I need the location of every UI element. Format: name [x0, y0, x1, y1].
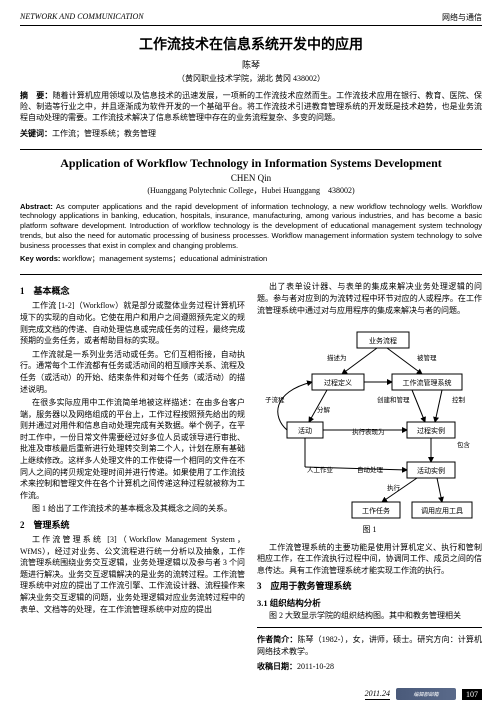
keywords-text-en: workflow；management systems；educational …: [60, 254, 267, 263]
svg-text:活动实例: 活动实例: [417, 466, 445, 475]
header-right: 网络与通信: [442, 12, 482, 23]
s1-p2: 工作流就是一系列业务活动或任务。它们互相衔接，自动执行。通常每个工作流都有任务或…: [20, 349, 245, 395]
svg-text:创建和管理: 创建和管理: [377, 395, 410, 404]
keywords-label-cn: 关键词：: [20, 129, 52, 138]
figure-1-caption: 图 1: [257, 524, 482, 536]
section-1-title: 1 基本概念: [20, 285, 245, 298]
header-left: NETWORK AND COMMUNICATION: [20, 12, 144, 23]
right-column: 出了表单设计器、与表单的集成来解决业务处理逻辑的问题。参与者对应到的为流转过程中…: [257, 281, 482, 672]
title-english: Application of Workflow Technology in In…: [20, 156, 482, 171]
s1-p4: 图 1 给出了工作流技术的基本概念及其概念之间的关系。: [20, 503, 245, 515]
figure-1-svg: 业务流程过程定义 工作流管理系统活动 过程实例活动实例工作任务 调用应用工具 描述为 被…: [257, 322, 477, 522]
page-footer: 2011.24 编辑部邮箱 107: [365, 688, 482, 700]
svg-text:工作流管理系统: 工作流管理系统: [403, 378, 452, 387]
footer-year: 2011.24: [365, 689, 390, 700]
divider: [20, 149, 482, 150]
svg-text:人工作业: 人工作业: [307, 465, 334, 474]
affiliation-chinese: （黄冈职业技术学院，湖北 黄冈 438002）: [20, 73, 482, 84]
svg-text:执行表现为: 执行表现为: [352, 427, 385, 436]
abstract-text-en: As computer applications and the rapid d…: [20, 202, 482, 250]
svg-text:子流程: 子流程: [265, 395, 285, 404]
section-3-title: 3 应用于教务管理系统: [257, 580, 482, 593]
svg-text:被管理: 被管理: [417, 353, 437, 362]
abstract-english: Abstract: As computer applications and t…: [20, 202, 482, 251]
svg-text:调用应用工具: 调用应用工具: [421, 506, 463, 515]
author-info-label: 作者简介：: [257, 635, 297, 644]
svg-text:分解: 分解: [317, 405, 331, 414]
svg-text:业务流程: 业务流程: [369, 336, 397, 345]
recv-label: 收稿日期：: [257, 662, 297, 671]
svg-text:描述为: 描述为: [327, 353, 347, 362]
left-column: 1 基本概念 工作流 [1-2]（Workflow）就是部分或整体业务过程计算机…: [20, 281, 245, 672]
section-2-title: 2 管理系统: [20, 519, 245, 532]
author-divider: [257, 627, 482, 628]
abstract-label-cn: 摘 要：: [20, 91, 52, 100]
receive-date: 收稿日期：2011-10-28: [257, 661, 482, 672]
abstract-label-en: Abstract:: [20, 202, 53, 211]
author-english: CHEN Qin: [20, 173, 482, 183]
title-chinese: 工作流技术在信息系统开发中的应用: [20, 34, 482, 54]
body-columns: 1 基本概念 工作流 [1-2]（Workflow）就是部分或整体业务过程计算机…: [20, 281, 482, 672]
keywords-chinese: 关键词：工作流；管理系统；教务管理: [20, 128, 482, 139]
keywords-text-cn: 工作流；管理系统；教务管理: [52, 129, 156, 138]
r1-p2: 工作流管理系统的主要功能是使用计算机定义、执行和管制相应工作，在工作流执行过程中…: [257, 542, 482, 577]
svg-text:执行: 执行: [387, 483, 401, 492]
author-chinese: 陈琴: [20, 58, 482, 71]
svg-text:控制: 控制: [452, 395, 466, 404]
footer-logo: 编辑部邮箱: [396, 688, 456, 700]
svg-text:自动处理: 自动处理: [357, 465, 384, 474]
s2-p1: 工作流管理系统 [3]（Workflow Management System，W…: [20, 534, 245, 615]
recv-date: 2011-10-28: [297, 662, 334, 671]
footer-page-number: 107: [462, 689, 482, 700]
section-3-1-title: 3.1 组织结构分析: [257, 597, 482, 609]
figure-1: 业务流程过程定义 工作流管理系统活动 过程实例活动实例工作任务 调用应用工具 描述为 被…: [257, 322, 482, 536]
svg-text:包含: 包含: [457, 440, 471, 449]
page-header: NETWORK AND COMMUNICATION 网络与通信: [20, 12, 482, 26]
s1-p3: 在很多实际应用中工作流简单地被这样描述：在由多台客户端，服务器以及网络组成的平台…: [20, 397, 245, 501]
author-info: 作者简介：陈琴（1982-），女，讲师，硕士。研究方向：计算机网络技术教学。: [257, 634, 482, 656]
abstract-text-cn: 随着计算机应用领域以及信息技术的迅速发展，一项新的工作流技术应然而生。工作流技术…: [20, 91, 482, 122]
svg-text:过程定义: 过程定义: [324, 378, 352, 387]
affiliation-english: (Huanggang Polytechnic College，Hubei Hua…: [20, 185, 482, 196]
keywords-english: Key words: workflow；management systems；e…: [20, 253, 482, 264]
svg-text:活动: 活动: [298, 426, 312, 435]
abstract-chinese: 摘 要：随着计算机应用领域以及信息技术的迅速发展，一项新的工作流技术应然而生。工…: [20, 90, 482, 124]
s1-p1: 工作流 [1-2]（Workflow）就是部分或整体业务过程计算机环境下的实现的…: [20, 300, 245, 346]
s3-p1: 图 2 大致显示学院的组织结构图。其中和教务管理相关: [257, 610, 482, 622]
r1-p1: 出了表单设计器、与表单的集成来解决业务处理逻辑的问题。参与者对应到的为流转过程中…: [257, 281, 482, 316]
keywords-label-en: Key words:: [20, 254, 60, 263]
divider2: [20, 274, 482, 275]
svg-text:过程实例: 过程实例: [417, 426, 445, 435]
svg-text:工作任务: 工作任务: [362, 506, 390, 515]
